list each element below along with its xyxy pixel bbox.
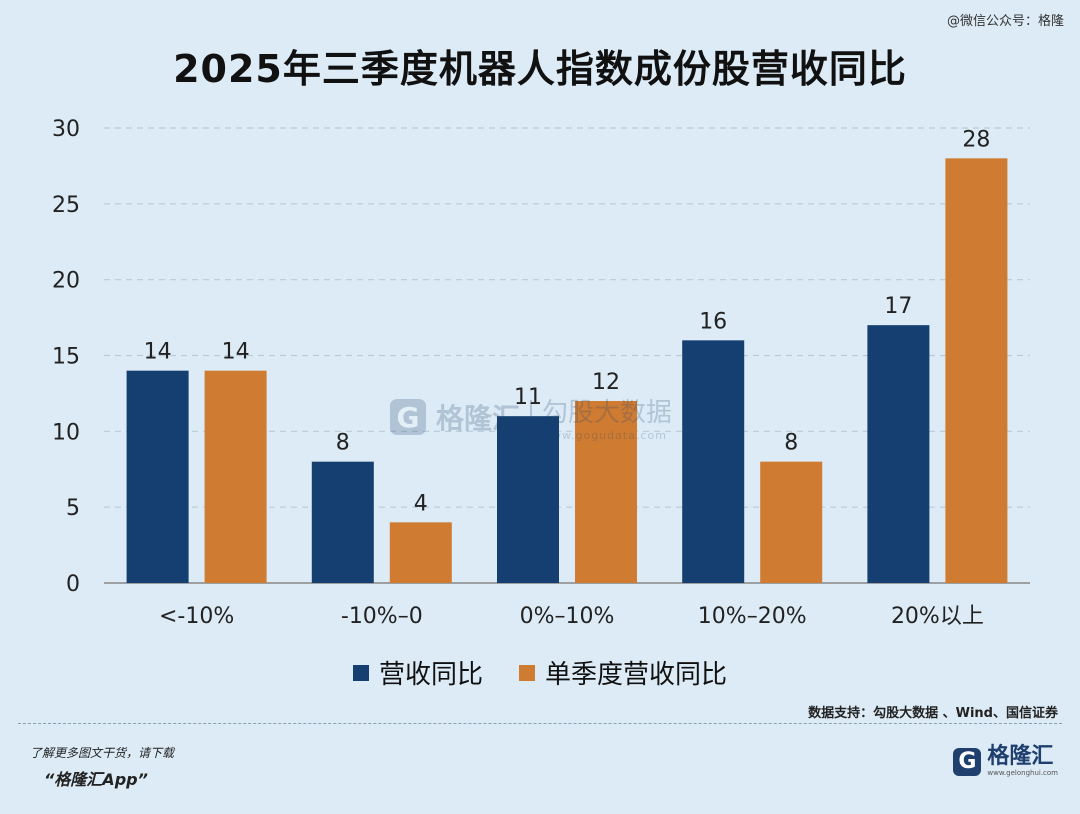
y-tick-label: 15 xyxy=(52,345,80,370)
brand-logo-icon: G xyxy=(953,747,982,776)
data-label: 4 xyxy=(414,491,428,516)
data-label: 14 xyxy=(222,340,250,365)
app-name: “格隆汇App” xyxy=(44,770,148,789)
legend-item-series-2: 单季度营收同比 xyxy=(519,654,727,691)
data-label: 28 xyxy=(962,127,990,152)
legend-label-series-1: 营收同比 xyxy=(378,660,483,690)
bar-series-1 xyxy=(682,340,745,583)
brand-logo: G 格隆汇 www.gelonghui.com xyxy=(953,746,1058,777)
data-label: 12 xyxy=(592,370,620,395)
x-tick-label: -10%–0 xyxy=(341,604,423,629)
y-tick-label: 20 xyxy=(52,269,80,294)
x-tick-label: 20%以上 xyxy=(891,604,984,629)
chart-title: 2025年三季度机器人指数成份股营收同比 xyxy=(173,47,907,91)
x-tick-label: 10%–20% xyxy=(698,604,807,629)
bar-series-2 xyxy=(760,461,823,583)
chart-legend: 营收同比 单季度营收同比 xyxy=(0,654,1080,691)
data-label: 8 xyxy=(336,431,350,456)
credit-text: @微信公众号：格隆 xyxy=(946,14,1064,29)
legend-swatch-series-1 xyxy=(352,664,369,681)
y-tick-label: 0 xyxy=(66,572,80,597)
promo-text: 了解更多图文干货，请下载 xyxy=(30,746,175,760)
data-label: 17 xyxy=(884,294,912,319)
data-source: 数据支持：勾股大数据 、Wind、国信证券 xyxy=(808,706,1058,721)
data-label: 8 xyxy=(784,431,798,456)
bar-series-2 xyxy=(204,370,267,583)
legend-item-series-1: 营收同比 xyxy=(352,654,483,691)
data-label: 11 xyxy=(514,385,542,410)
legend-swatch-series-2 xyxy=(519,664,535,681)
data-label: 16 xyxy=(699,309,727,334)
bar-series-1 xyxy=(867,325,930,583)
brand-name: 格隆汇 xyxy=(987,744,1054,769)
bar-series-1 xyxy=(311,461,374,583)
bar-chart: 0 5 10 15 20 25 30 14 14 <-10% 8 4 -10%–0 11 12 0%–10% 1… xyxy=(52,117,1030,629)
footer-divider xyxy=(18,723,1062,724)
bar-series-2 xyxy=(945,158,1008,584)
legend-label-series-2: 单季度营收同比 xyxy=(545,660,728,690)
y-tick-label: 10 xyxy=(52,420,80,445)
y-tick-label: 25 xyxy=(52,193,80,218)
data-label: 14 xyxy=(144,340,172,365)
bar-series-2 xyxy=(389,522,452,583)
y-tick-label: 30 xyxy=(52,117,80,142)
brand-url: www.gelonghui.com xyxy=(987,769,1058,777)
x-tick-label: <-10% xyxy=(159,604,234,629)
bar-series-1 xyxy=(497,416,559,583)
bar-series-1 xyxy=(126,370,189,583)
bar-series-2 xyxy=(575,401,637,583)
y-tick-label: 5 xyxy=(66,496,80,521)
x-tick-label: 0%–10% xyxy=(520,604,615,629)
